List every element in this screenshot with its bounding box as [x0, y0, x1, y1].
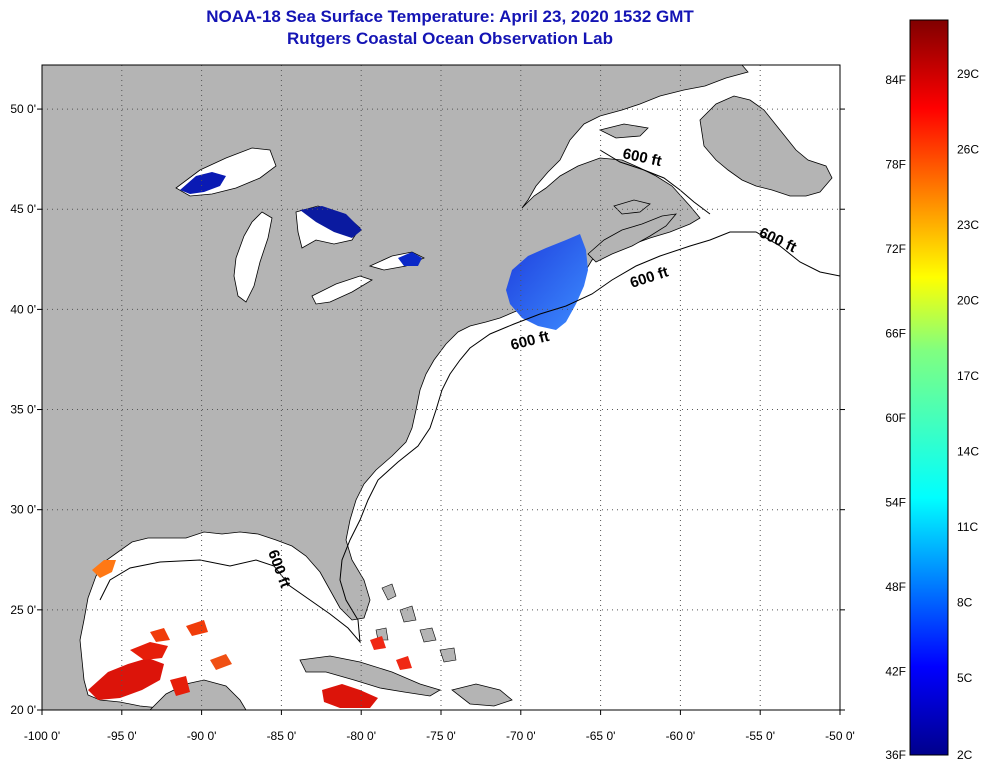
longitude-axis: -100 0' -95 0' -90 0' -85 0' -80 0' -75 0' -70…: [24, 710, 855, 743]
land-north-america: [42, 65, 749, 710]
y-tick-label: 50 0': [10, 102, 36, 116]
colorbar-c-label: 17C: [957, 369, 979, 383]
colorbar-fahrenheit: 84F 78F 72F 66F 60F 54F 48F 42F 36F: [885, 73, 906, 762]
y-tick-label: 20 0': [10, 703, 36, 717]
colorbar-f-label: 54F: [885, 496, 906, 510]
land-hispaniola: [451, 683, 513, 707]
latitude-axis: 50 0' 45 0' 40 0' 35 0' 30 0' 25 0' 20 0': [10, 102, 845, 717]
y-tick-label: 40 0': [10, 302, 36, 316]
land-cuba: [299, 655, 441, 697]
y-tick-label: 35 0': [10, 403, 36, 417]
colorbar-f-label: 36F: [885, 748, 906, 762]
colorbar-f-label: 84F: [885, 73, 906, 87]
land-newfoundland: [699, 95, 833, 197]
lat-lon-grid: [42, 65, 840, 710]
land-nova-scotia: [587, 213, 677, 263]
y-tick-label: 30 0': [10, 503, 36, 517]
x-tick-label: -85 0': [267, 729, 297, 743]
colorbar-c-label: 14C: [957, 445, 979, 459]
x-tick-label: -55 0': [745, 729, 775, 743]
y-tick-label: 25 0': [10, 603, 36, 617]
sst-colorbar: [909, 19, 949, 756]
colorbar-f-label: 42F: [885, 665, 906, 679]
x-tick-label: -50 0': [825, 729, 855, 743]
sst-warm-pixels: [88, 560, 412, 708]
x-tick-label: -60 0': [666, 729, 696, 743]
colorbar-c-label: 5C: [957, 671, 973, 685]
colorbar-c-label: 2C: [957, 748, 973, 762]
sst-cold-pixels: [180, 172, 588, 330]
colorbar-f-label: 60F: [885, 411, 906, 425]
contour-600ft-gulf: [599, 149, 711, 215]
x-tick-label: -65 0': [586, 729, 616, 743]
colorbar-celsius: 29C 26C 23C 20C 17C 14C 11C 8C 5C 2C: [957, 67, 979, 762]
map-subtitle: Rutgers Coastal Ocean Observation Lab: [287, 29, 613, 48]
colorbar-c-label: 29C: [957, 67, 979, 81]
colorbar-f-label: 72F: [885, 242, 906, 256]
x-tick-label: -100 0': [24, 729, 60, 743]
colorbar-f-label: 48F: [885, 580, 906, 594]
colorbar-c-label: 20C: [957, 294, 979, 308]
land-island-gulf: [598, 123, 649, 139]
colorbar-c-label: 23C: [957, 218, 979, 232]
land-island-pei: [613, 199, 651, 215]
colorbar-c-label: 11C: [957, 520, 978, 534]
colorbar-c-label: 26C: [957, 143, 979, 157]
y-tick-label: 45 0': [10, 202, 36, 216]
x-tick-label: -95 0': [107, 729, 137, 743]
x-tick-label: -70 0': [506, 729, 536, 743]
x-tick-label: -75 0': [426, 729, 456, 743]
colorbar-c-label: 8C: [957, 596, 973, 610]
x-tick-label: -80 0': [346, 729, 376, 743]
contour-600ft: [99, 231, 840, 644]
x-tick-label: -90 0': [187, 729, 217, 743]
colorbar-f-label: 78F: [885, 158, 906, 172]
map-title: NOAA-18 Sea Surface Temperature: April 2…: [206, 7, 694, 26]
colorbar-f-label: 66F: [885, 327, 906, 341]
land-yucatan: [149, 679, 247, 710]
